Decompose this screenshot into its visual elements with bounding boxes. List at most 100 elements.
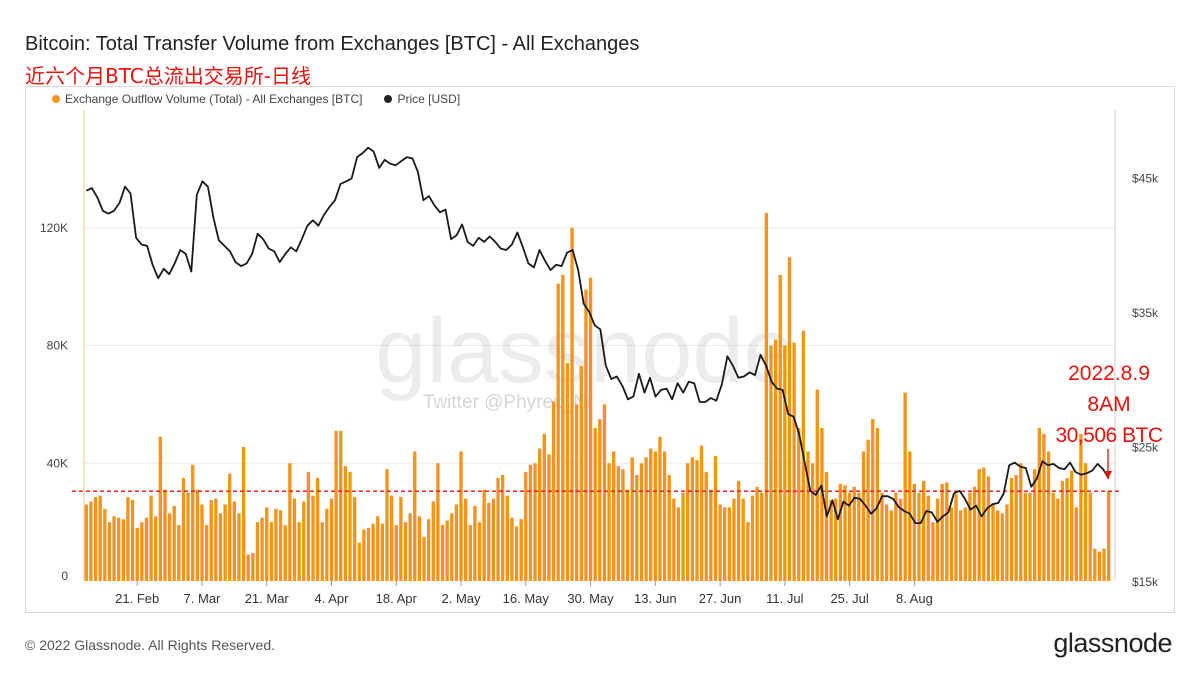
outflow-bar: [681, 492, 685, 581]
x-tick-label: 2. May: [442, 591, 482, 606]
outflow-bar: [635, 475, 639, 581]
y-right-tick-label: $15k: [1132, 575, 1159, 589]
outflow-bar: [616, 466, 620, 581]
outflow-bar: [265, 507, 269, 581]
legend-item-price[interactable]: Price [USD]: [384, 92, 460, 106]
outflow-bar: [690, 457, 694, 581]
outflow-bar: [339, 430, 343, 581]
outflow-bar: [612, 451, 616, 581]
annotation-time: 8AM: [1087, 393, 1131, 416]
outflow-bar: [820, 427, 824, 581]
outflow-bar: [440, 525, 445, 581]
outflow-bar: [598, 419, 602, 581]
outflow-bar: [889, 510, 893, 581]
glassnode-logo: glassnode: [1053, 628, 1172, 658]
outflow-bar: [103, 508, 107, 581]
legend-label-price: Price [USD]: [397, 92, 461, 106]
outflow-bar: [158, 436, 162, 581]
outflow-bar: [491, 498, 496, 581]
outflow-bar: [699, 445, 704, 581]
outflow-bar: [806, 451, 810, 581]
outflow-bar: [1023, 492, 1028, 581]
x-tick-label: 11. Jul: [766, 591, 803, 606]
outflow-bar: [297, 522, 301, 582]
outflow-bar: [237, 513, 241, 581]
outflow-bar: [1000, 513, 1004, 581]
outflow-bar: [135, 528, 139, 581]
outflow-bar: [949, 507, 954, 581]
outflow-bar: [107, 522, 112, 582]
outflow-bar: [329, 498, 334, 581]
outflow-bar: [676, 507, 681, 581]
outflow-bar: [588, 277, 593, 581]
outflow-bar: [787, 257, 792, 581]
outflow-bar: [810, 463, 815, 581]
outflow-bar: [126, 497, 130, 581]
outflow-bar: [912, 483, 917, 581]
x-tick-label: 4. Apr: [315, 591, 350, 606]
outflow-bar: [385, 469, 389, 581]
outflow-bar: [783, 345, 787, 581]
outflow-bar: [667, 475, 671, 581]
y-left-tick-label: 40K: [47, 456, 68, 470]
outflow-bar: [1088, 492, 1092, 581]
outflow-bar: [172, 505, 176, 581]
outflow-bar: [255, 522, 260, 582]
legend-item-outflow[interactable]: Exchange Outflow Volume (Total) - All Ex…: [52, 92, 362, 106]
outflow-bar: [838, 483, 843, 581]
outflow-bar: [140, 522, 144, 582]
outflow-bar: [228, 473, 232, 581]
price-line: [85, 146, 1110, 524]
y-left-tick-label: 120K: [40, 221, 68, 235]
outflow-bar: [880, 492, 884, 581]
x-tick-label: 16. May: [503, 591, 550, 606]
outflow-bar: [334, 430, 338, 581]
outflow-bar: [621, 469, 625, 581]
outflow-bar: [968, 492, 972, 581]
outflow-bar: [958, 510, 963, 581]
outflow-bar: [565, 363, 570, 581]
outflow-bar: [218, 513, 223, 581]
outflow-bar: [755, 486, 759, 581]
outflow-bar: [477, 522, 482, 582]
outflow-bar: [459, 451, 463, 581]
outflow-bar: [1042, 433, 1046, 581]
outflow-bar: [995, 510, 1000, 581]
x-tick-label: 27. Jun: [699, 591, 742, 606]
legend-dot-icon: [384, 95, 393, 103]
outflow-bar: [288, 463, 292, 581]
outflow-bar: [575, 404, 579, 582]
outflow-bar: [186, 492, 190, 581]
y-axis-left: 0 40K 80K 120K: [40, 221, 68, 583]
legend-label-outflow: Exchange Outflow Volume (Total) - All Ex…: [65, 92, 363, 106]
outflow-bar: [445, 520, 449, 581]
outflow-bar: [653, 451, 657, 581]
outflow-bar: [986, 476, 991, 581]
outflow-bars: [84, 213, 1111, 582]
outflow-bar: [982, 467, 986, 581]
y-left-tick-label: 0: [61, 569, 68, 583]
outflow-bar: [750, 495, 755, 581]
outflow-bar: [542, 433, 546, 581]
outflow-bar: [977, 469, 981, 581]
outflow-bar: [1093, 548, 1097, 581]
outflow-bar: [797, 427, 801, 581]
outflow-bar: [195, 489, 199, 581]
outflow-bar: [394, 525, 398, 581]
y-right-tick-label: $45k: [1132, 171, 1159, 185]
outflow-bar: [232, 501, 237, 581]
outflow-bar: [843, 485, 847, 581]
outflow-bar: [736, 480, 741, 581]
outflow-bar: [672, 498, 676, 581]
outflow-bar: [658, 436, 662, 581]
chart-legend: Exchange Outflow Volume (Total) - All Ex…: [52, 92, 460, 106]
outflow-bar: [450, 513, 454, 581]
x-tick-label: 30. May: [567, 591, 614, 606]
outflow-bar: [371, 523, 375, 581]
annotation-date: 2022.8.9: [1068, 362, 1150, 385]
outflow-bar: [686, 463, 690, 581]
outflow-bar: [1028, 492, 1032, 581]
outflow-bar: [482, 489, 486, 581]
outflow-bar: [1046, 451, 1051, 581]
